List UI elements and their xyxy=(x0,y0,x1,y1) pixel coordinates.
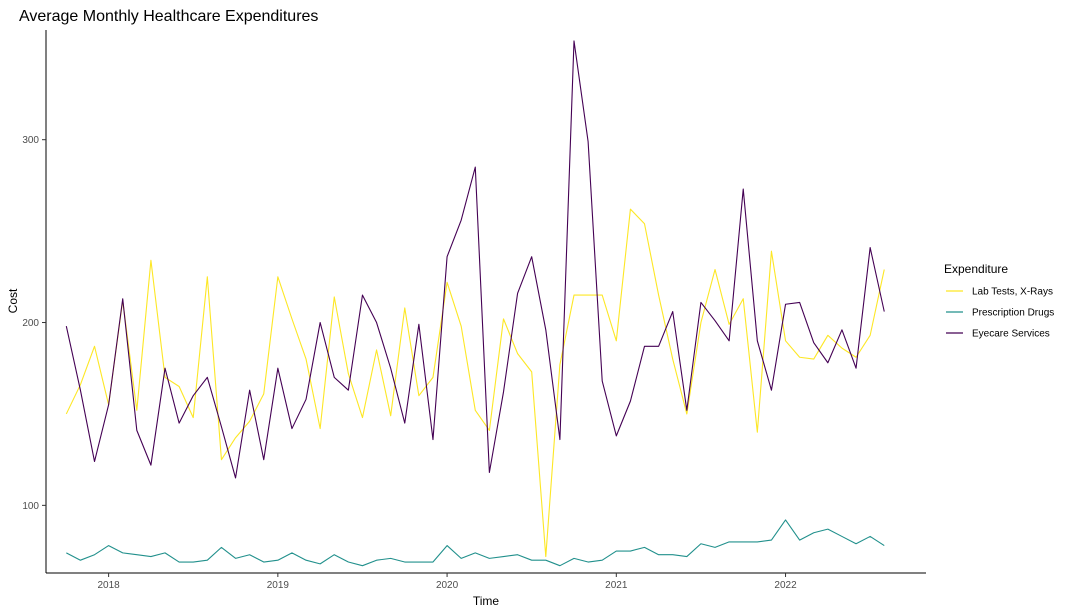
series-line-prescription-drugs xyxy=(66,519,885,567)
y-axis-ticks: 100 200 300 xyxy=(22,135,46,512)
x-axis-title: Time xyxy=(473,594,500,608)
y-tick-label: 200 xyxy=(22,318,39,329)
y-axis-title: Cost xyxy=(6,288,20,313)
legend-title: Expenditure xyxy=(944,262,1008,276)
x-tick-label: 2018 xyxy=(97,580,120,591)
legend-label-eyecare-services: Eyecare Services xyxy=(972,329,1050,340)
x-tick-label: 2022 xyxy=(774,580,797,591)
x-axis-ticks: 2018 2019 2020 2021 2022 xyxy=(97,573,797,591)
x-tick-label: 2019 xyxy=(267,580,290,591)
y-tick-label: 300 xyxy=(22,135,39,146)
series-line-eyecare-services xyxy=(65,40,885,479)
legend-label-lab-tests-x-rays: Lab Tests, X-Rays xyxy=(972,287,1053,298)
x-tick-label: 2021 xyxy=(605,580,628,591)
x-tick-label: 2020 xyxy=(436,580,459,591)
series-lines xyxy=(65,40,885,567)
chart-title: Average Monthly Healthcare Expenditures xyxy=(19,8,318,25)
legend-label-prescription-drugs: Prescription Drugs xyxy=(972,308,1054,319)
y-tick-label: 100 xyxy=(22,501,39,512)
legend: Expenditure Lab Tests, X-Rays Prescriptio… xyxy=(944,262,1054,340)
series-line-lab-tests-x-rays xyxy=(65,208,885,558)
